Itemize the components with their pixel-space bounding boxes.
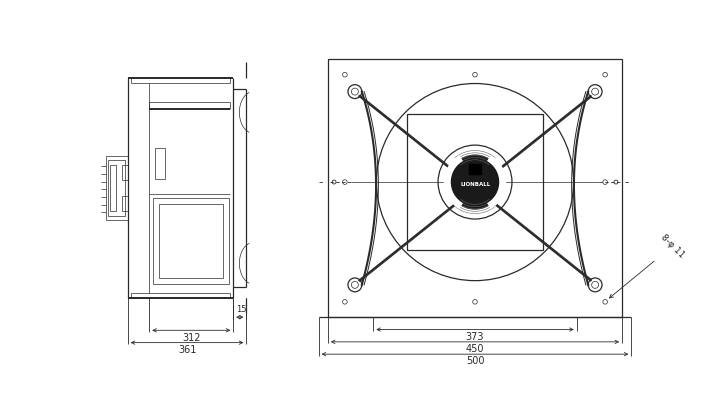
Circle shape: [448, 155, 502, 209]
Bar: [122, 196, 127, 211]
Bar: [110, 165, 116, 211]
Text: 361: 361: [178, 345, 197, 355]
Bar: [153, 198, 229, 284]
Bar: [328, 59, 622, 317]
Text: 373: 373: [466, 332, 484, 342]
Bar: [106, 156, 127, 220]
Text: 450: 450: [466, 344, 484, 354]
Text: 8-φ 11: 8-φ 11: [609, 232, 686, 298]
Bar: [108, 160, 125, 216]
Bar: [155, 148, 164, 179]
Text: 15: 15: [236, 305, 246, 314]
Text: 312: 312: [182, 332, 201, 343]
Text: 500: 500: [466, 356, 484, 366]
Bar: [469, 164, 481, 175]
Bar: [407, 114, 543, 250]
Bar: [122, 165, 127, 180]
Text: LIONBALL: LIONBALL: [461, 182, 491, 187]
Bar: [159, 204, 224, 278]
